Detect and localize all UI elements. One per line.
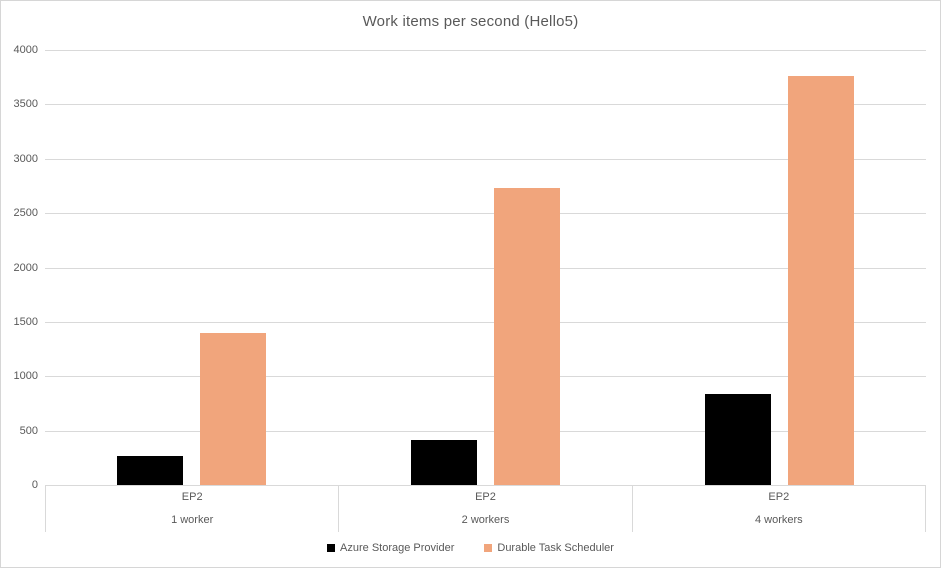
y-tick-label-500: 500 [19, 424, 38, 437]
bar-durable-task-scheduler-4-workers [787, 75, 854, 485]
category-group-label: EP2 [181, 491, 203, 503]
legend-label: Azure Storage Provider [340, 542, 455, 554]
category-label: 4 workers [754, 514, 803, 526]
category-cell-4-workers: EP2 4 workers [631, 485, 925, 532]
y-tick-label-0: 0 [31, 479, 38, 491]
legend-item-azure-storage-provider: Azure Storage Provider [327, 542, 454, 554]
gridline-2500 [45, 213, 926, 215]
category-label: 2 workers [461, 514, 510, 526]
legend-item-durable-task-scheduler: Durable Task Scheduler [484, 542, 614, 554]
category-axis: EP2 1 worker EP2 2 workers EP2 4 workers [45, 485, 926, 532]
category-label: 1 worker [171, 514, 214, 526]
gridline-3500 [45, 104, 926, 106]
bar-group-4-workers [632, 50, 926, 485]
category-group-label: EP2 [768, 491, 790, 503]
category-group-label: EP2 [475, 491, 496, 503]
gridline-2000 [45, 267, 926, 269]
bar-azure-storage-provider-1-worker [117, 456, 184, 485]
gridline-1500 [45, 321, 926, 323]
bar-durable-task-scheduler-2-workers [493, 187, 560, 485]
legend-swatch-icon [484, 544, 493, 552]
legend-swatch-icon [327, 544, 336, 552]
legend-label: Durable Task Scheduler [497, 542, 614, 554]
y-tick-label-2500: 2500 [13, 207, 38, 220]
y-tick-label-1000: 1000 [13, 370, 38, 383]
bar-durable-task-scheduler-1-worker [200, 333, 267, 485]
category-cell-2-workers: EP2 2 workers [338, 485, 631, 532]
bar-group-1-worker [45, 50, 339, 485]
bar-azure-storage-provider-2-workers [410, 439, 477, 485]
y-tick-label-3500: 3500 [13, 98, 38, 111]
gridline-3000 [45, 158, 926, 160]
gridline-1000 [45, 376, 926, 378]
legend: Azure Storage Provider Durable Task Sched… [1, 542, 940, 554]
y-tick-label-4000: 4000 [13, 44, 38, 56]
y-tick-label-1500: 1500 [13, 315, 38, 328]
chart-title: Work items per second (Hello5) [362, 13, 579, 30]
plot-area [45, 50, 926, 486]
bar-group-2-workers [339, 50, 633, 485]
gridline-4000 [45, 50, 926, 51]
category-cell-1-worker: EP2 1 worker [45, 485, 338, 532]
gridline-500 [45, 430, 926, 432]
y-tick-label-2000: 2000 [13, 261, 38, 274]
bar-azure-storage-provider-4-workers [704, 393, 771, 485]
y-tick-label-3000: 3000 [13, 152, 38, 165]
